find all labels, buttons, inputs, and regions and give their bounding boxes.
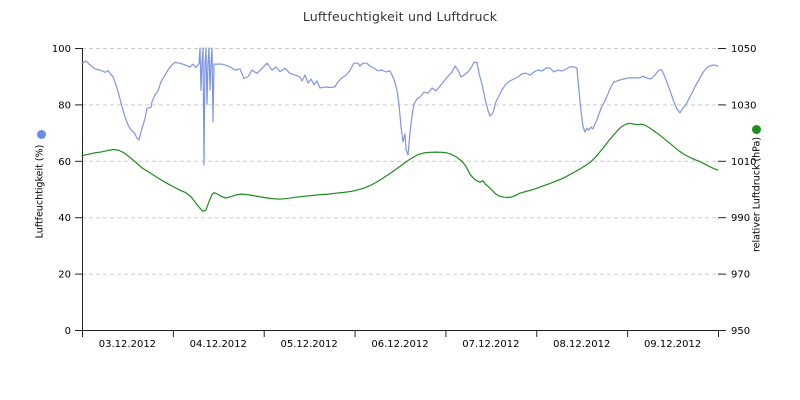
y-left-tick-label: 80 bbox=[58, 100, 71, 111]
y-right-tick-label: 950 bbox=[731, 326, 750, 337]
x-tick-label: 08.12.2012 bbox=[553, 339, 610, 350]
humidity-legend-dot bbox=[37, 130, 46, 139]
y-left-tick-label: 60 bbox=[58, 157, 71, 168]
x-tick-label: 05.12.2012 bbox=[281, 339, 338, 350]
chart-title: Luftfeuchtigkeit und Luftdruck bbox=[302, 9, 498, 24]
x-tick-label: 03.12.2012 bbox=[99, 339, 156, 350]
y-right-tick-label: 1030 bbox=[731, 100, 756, 111]
series-humidity-line bbox=[81, 47, 719, 166]
x-tick-label: 09.12.2012 bbox=[644, 339, 701, 350]
x-tick-label: 04.12.2012 bbox=[190, 339, 247, 350]
y-right-tick-label: 1010 bbox=[731, 157, 756, 168]
y-left-tick-label: 100 bbox=[52, 44, 71, 55]
series-pressure-line bbox=[81, 122, 719, 212]
y-right-tick-label: 1050 bbox=[731, 44, 756, 55]
y-left-tick-label: 0 bbox=[65, 326, 71, 337]
x-tick-label: 07.12.2012 bbox=[462, 339, 519, 350]
y-right-tick-label: 970 bbox=[731, 270, 750, 281]
y-left-tick-label: 40 bbox=[58, 213, 71, 224]
pressure-legend-dot bbox=[752, 125, 761, 134]
y-right-tick-label: 990 bbox=[731, 213, 750, 224]
y-left-tick-label: 20 bbox=[58, 270, 71, 281]
x-tick-label: 06.12.2012 bbox=[371, 339, 428, 350]
